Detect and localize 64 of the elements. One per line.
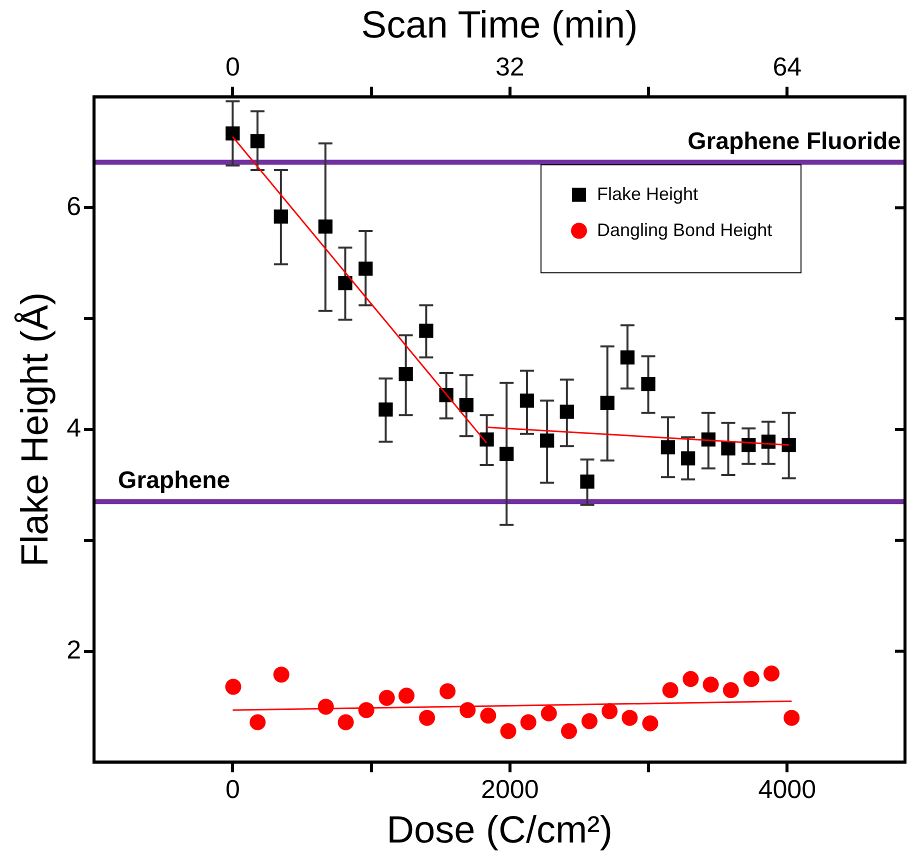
point [500, 446, 514, 461]
x2-tick-label: 64 [772, 51, 802, 82]
point [378, 690, 395, 706]
point [378, 402, 393, 417]
point [318, 219, 332, 234]
point [743, 671, 760, 688]
point [560, 404, 574, 419]
point [273, 666, 290, 683]
point [702, 676, 719, 693]
ref-line-label: Graphene Fluoride [688, 128, 901, 155]
point [602, 703, 618, 720]
y-tick-label: 2 [66, 634, 82, 664]
point [581, 713, 598, 730]
x2-tick-label: 32 [495, 51, 524, 82]
point [274, 210, 288, 224]
legend-label: Dangling Bond Height [597, 220, 772, 240]
point [642, 715, 658, 732]
point [540, 434, 554, 448]
point [459, 398, 474, 412]
point [520, 714, 536, 730]
point [338, 276, 352, 290]
point [622, 710, 638, 726]
legend-label: Flake Height [597, 184, 698, 204]
point [600, 396, 614, 410]
point [660, 440, 676, 454]
point [480, 432, 494, 447]
point [419, 710, 436, 726]
y-tick-label: 4 [66, 412, 82, 443]
point [440, 683, 456, 700]
point [480, 708, 496, 724]
point [680, 451, 696, 466]
x-axis-title: Dose (C/cm²) [386, 810, 612, 852]
x2-axis-title: Scan Time (min) [361, 4, 638, 46]
x-tick-label: 4000 [758, 774, 816, 804]
y-axis-title: Flake Height (Å) [13, 292, 56, 567]
point [580, 474, 594, 489]
point [620, 350, 635, 364]
point [250, 134, 265, 148]
x-tick-label: 2000 [481, 774, 539, 804]
point [398, 688, 415, 704]
point [226, 126, 240, 140]
point [250, 714, 266, 730]
point [225, 678, 242, 695]
point [782, 438, 796, 452]
point [398, 366, 413, 382]
point [460, 702, 476, 718]
x2-tick-label: 0 [225, 51, 240, 82]
x-tick-label: 0 [225, 774, 240, 804]
point [540, 705, 557, 722]
point [722, 682, 739, 698]
y-tick-label: 6 [66, 190, 82, 221]
point [682, 671, 699, 688]
point [419, 324, 434, 338]
point [338, 714, 354, 730]
point [358, 262, 373, 276]
point [560, 723, 577, 740]
point [662, 682, 678, 698]
point [764, 665, 780, 682]
point [641, 376, 656, 392]
point [520, 394, 534, 408]
point [784, 710, 800, 726]
point [500, 723, 516, 740]
point [721, 441, 736, 456]
ref-line-label: Graphene [118, 467, 230, 494]
